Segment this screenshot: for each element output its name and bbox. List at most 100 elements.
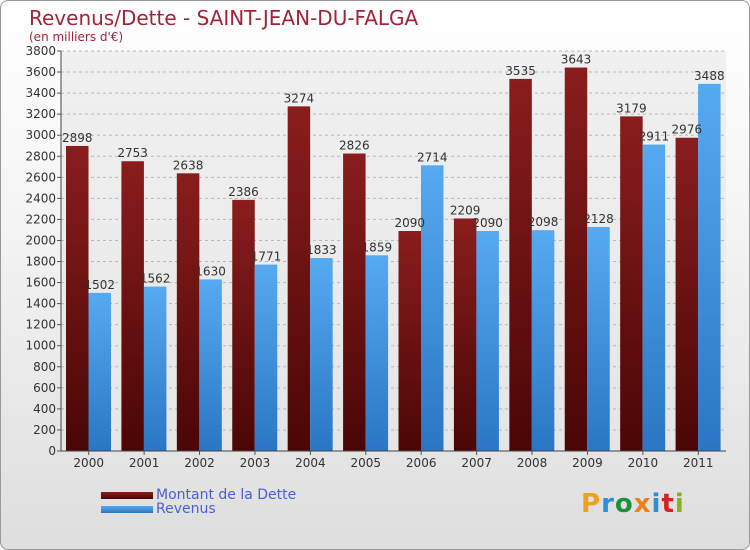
bar-debt <box>509 78 532 451</box>
data-label-debt: 2898 <box>62 131 93 145</box>
brand-letter: P <box>581 489 602 519</box>
y-tick-label: 3600 <box>25 65 56 79</box>
brand-letter: i <box>651 489 662 519</box>
x-tick-label: 2004 <box>295 456 326 470</box>
x-tick-label: 2007 <box>461 456 492 470</box>
bar-debt <box>66 145 89 451</box>
y-tick-label: 1600 <box>25 276 56 290</box>
bar-revenus <box>365 255 389 451</box>
data-label-revenus: 1502 <box>84 278 115 292</box>
data-label-revenus: 2128 <box>583 212 614 226</box>
y-tick-label: 1200 <box>25 318 56 332</box>
data-label-debt: 3179 <box>616 101 647 115</box>
data-label-revenus: 2911 <box>639 130 670 144</box>
proxiti-logo: Proxiti <box>581 489 685 519</box>
data-label-debt: 2638 <box>173 158 204 172</box>
data-label-revenus: 2098 <box>528 215 559 229</box>
bar-debt <box>343 153 366 452</box>
x-tick-label: 2010 <box>628 456 659 470</box>
y-tick-label: 0 <box>48 444 56 458</box>
legend-item-revenus: Revenus <box>101 501 296 517</box>
bar-revenus <box>310 258 333 451</box>
bar-revenus <box>698 83 721 451</box>
bar-debt <box>564 67 588 452</box>
chart-title: Revenus/Dette - SAINT-JEAN-DU-FALGA <box>29 6 419 30</box>
bar-revenus <box>143 286 167 451</box>
legend-item-debt: Montant de la Dette <box>101 487 296 503</box>
y-tick-label: 3800 <box>25 44 56 58</box>
brand-letter: t <box>661 489 675 519</box>
x-tick-label: 2011 <box>683 456 714 470</box>
data-label-revenus: 1859 <box>362 240 393 254</box>
data-label-debt: 2209 <box>450 203 481 217</box>
brand-letter: i <box>674 489 685 519</box>
bar-debt <box>232 199 255 451</box>
data-label-debt: 2826 <box>339 139 370 153</box>
data-label-debt: 3535 <box>505 64 536 78</box>
y-tick-label: 3200 <box>25 107 56 121</box>
bar-revenus <box>254 264 278 451</box>
bar-revenus <box>587 227 610 451</box>
bar-debt <box>398 231 421 451</box>
brand-letter: x <box>633 489 652 519</box>
y-tick-label: 1400 <box>25 297 56 311</box>
data-label-revenus: 1771 <box>251 250 282 264</box>
data-label-debt: 2753 <box>117 146 148 160</box>
x-tick-label: 2008 <box>517 456 548 470</box>
y-tick-label: 2200 <box>25 212 56 226</box>
legend-label-revenus: Revenus <box>156 501 216 517</box>
y-tick-label: 2800 <box>25 149 56 163</box>
bar-debt <box>176 173 200 451</box>
bar-debt <box>287 106 311 452</box>
bar-revenus <box>642 144 666 451</box>
y-tick-label: 3000 <box>25 128 56 142</box>
data-label-revenus: 2714 <box>417 150 448 164</box>
y-tick-label: 800 <box>33 360 56 374</box>
data-label-debt: 2386 <box>228 185 259 199</box>
x-tick-label: 2005 <box>351 456 382 470</box>
data-label-revenus: 1630 <box>195 264 226 278</box>
y-tick-label: 1000 <box>25 339 56 353</box>
data-label-debt: 2976 <box>672 123 703 137</box>
chart-subtitle: (en milliers d'€) <box>29 30 124 44</box>
data-label-debt: 3643 <box>561 53 592 67</box>
brand-letter: r <box>601 489 615 519</box>
x-tick-label: 2003 <box>240 456 271 470</box>
brand-letter: o <box>614 489 634 519</box>
data-label-revenus: 3488 <box>694 69 725 83</box>
legend-swatch-debt <box>101 491 153 499</box>
x-tick-label: 2002 <box>184 456 215 470</box>
bar-debt <box>620 116 643 452</box>
y-tick-label: 3400 <box>25 86 56 100</box>
bar-revenus <box>88 292 111 451</box>
y-tick-label: 1800 <box>25 255 56 269</box>
y-tick-label: 2400 <box>25 191 56 205</box>
x-tick-label: 2006 <box>406 456 437 470</box>
bar-revenus <box>421 165 444 451</box>
legend-label-debt: Montant de la Dette <box>156 487 297 503</box>
data-label-revenus: 1833 <box>306 243 337 257</box>
x-tick-label: 2001 <box>129 456 160 470</box>
bar-debt <box>121 161 144 452</box>
y-tick-label: 400 <box>33 402 56 416</box>
bar-debt <box>453 218 477 451</box>
x-tick-label: 2000 <box>73 456 104 470</box>
plot-area <box>61 51 726 451</box>
bar-revenus <box>199 279 222 451</box>
y-tick-label: 2000 <box>25 233 56 247</box>
legend: Montant de la Dette Revenus <box>101 487 296 517</box>
y-tick-label: 2600 <box>25 170 56 184</box>
y-tick-label: 600 <box>33 381 56 395</box>
x-tick-label: 2009 <box>572 456 603 470</box>
data-label-debt: 3274 <box>284 91 315 105</box>
legend-swatch-revenus <box>101 505 153 513</box>
data-label-revenus: 1562 <box>140 272 171 286</box>
data-label-revenus: 2090 <box>472 216 503 230</box>
bar-revenus <box>476 231 499 451</box>
bar-revenus <box>531 230 555 451</box>
bar-debt <box>675 137 699 451</box>
y-tick-label: 200 <box>33 423 56 437</box>
data-label-debt: 2090 <box>394 216 425 230</box>
